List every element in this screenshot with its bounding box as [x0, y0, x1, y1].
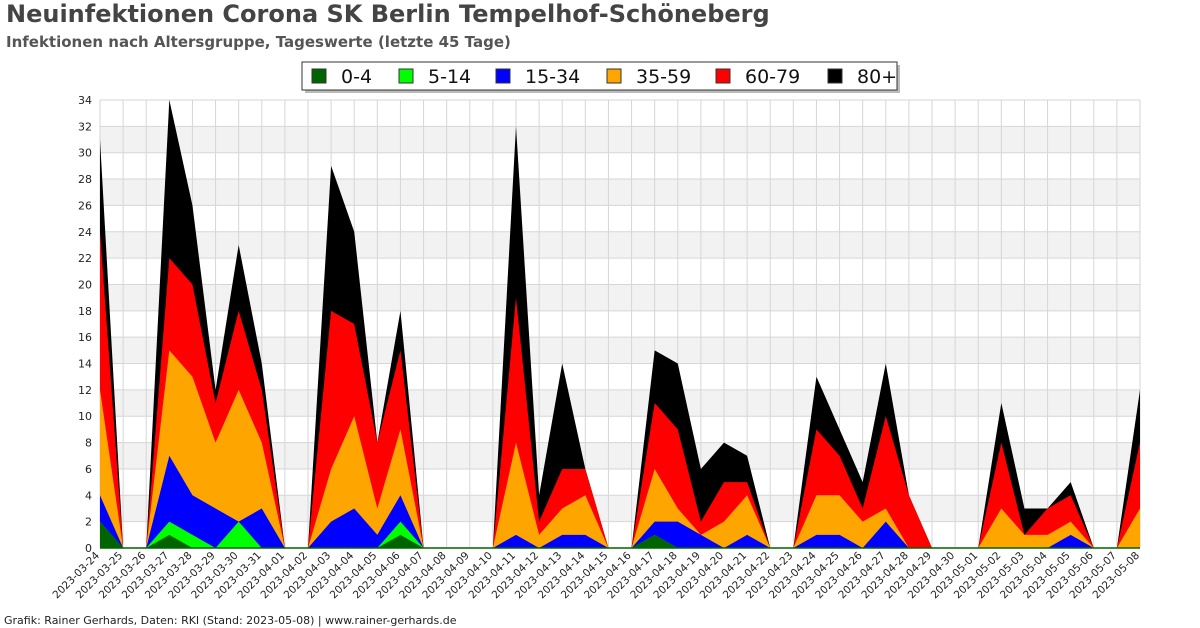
legend-label-60-79: 60-79: [745, 66, 800, 88]
y-tick-label: 28: [78, 173, 92, 186]
y-tick-label: 0: [85, 542, 92, 555]
y-tick-label: 20: [78, 278, 92, 291]
series-area-35-59: [100, 350, 1140, 548]
y-tick-label: 18: [78, 305, 92, 318]
y-tick-label: 26: [78, 199, 92, 212]
grid-band: [100, 389, 1140, 417]
legend-swatch-5-14: [398, 68, 414, 84]
plot-bands: [100, 126, 1140, 522]
chart-subtitle: Infektionen nach Altersgruppe, Tageswert…: [6, 33, 511, 51]
legend-swatch-80+: [827, 68, 843, 84]
y-tick-label: 6: [85, 463, 92, 476]
y-tick-label: 10: [78, 410, 92, 423]
y-tick-label: 8: [85, 437, 92, 450]
y-tick-label: 30: [78, 147, 92, 160]
grid-band: [100, 231, 1140, 259]
series-area-15-34: [100, 455, 1140, 548]
y-tick-label: 2: [85, 516, 92, 529]
y-tick-label: 24: [78, 226, 92, 239]
legend-swatch-60-79: [715, 68, 731, 84]
legend-label-0-4: 0-4: [341, 66, 372, 88]
grid-band: [100, 337, 1140, 364]
grid-band: [100, 284, 1140, 311]
data-areas: [100, 100, 1140, 549]
legend-swatch-15-34: [495, 68, 511, 84]
legend: 0-4 5-14 15-34 35-59 60-79 80+: [301, 61, 900, 93]
legend-label-5-14: 5-14: [428, 66, 471, 88]
legend-swatch-0-4: [311, 68, 327, 84]
y-tick-label: 16: [78, 331, 92, 344]
legend-label-15-34: 15-34: [525, 66, 580, 88]
y-tick-label: 32: [78, 120, 92, 133]
legend-box: [301, 61, 898, 91]
legend-swatch-35-59: [606, 68, 622, 84]
chart-title: Neuinfektionen Corona SK Berlin Tempelho…: [6, 0, 770, 28]
legend-label-80+: 80+: [857, 66, 897, 88]
grid-band: [100, 126, 1140, 153]
y-tick-label: 22: [78, 252, 92, 265]
y-tick-label: 4: [85, 489, 92, 502]
y-tick-label: 12: [78, 384, 92, 397]
y-tick-label: 14: [78, 358, 92, 371]
y-tick-label: 34: [78, 94, 92, 107]
x-axis-ticks: 2023-03-242023-03-252023-03-262023-03-27…: [50, 549, 1142, 601]
legend-label-35-59: 35-59: [636, 66, 691, 88]
grid-band: [100, 179, 1140, 206]
source-credit: Grafik: Rainer Gerhards, Daten: RKI (Sta…: [4, 614, 457, 627]
series-area-5-14: [100, 521, 1140, 548]
